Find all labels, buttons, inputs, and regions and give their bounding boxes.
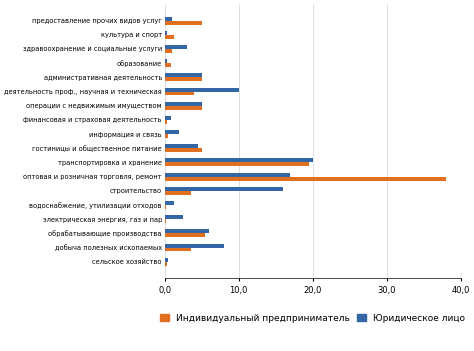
Bar [164,173,291,177]
Bar [164,163,309,166]
Bar [164,187,283,191]
Bar [164,191,191,195]
Bar [164,130,180,134]
Bar [164,247,191,252]
Bar [164,92,194,95]
Bar [164,244,224,247]
Legend: Индивидуальный предприниматель, Юридическое лицо: Индивидуальный предприниматель, Юридичес… [160,314,465,323]
Bar [164,116,171,120]
Bar [164,229,209,233]
Bar [164,16,172,21]
Bar [164,258,168,262]
Bar [164,73,202,77]
Bar [164,201,173,205]
Bar [164,120,167,124]
Bar [164,63,171,67]
Bar [164,219,166,223]
Bar [164,59,167,63]
Bar [164,35,173,39]
Bar [164,77,202,81]
Bar [164,102,202,106]
Bar [164,158,313,163]
Bar [164,87,239,92]
Bar [164,106,202,110]
Bar [164,31,167,35]
Bar [164,45,187,49]
Bar [164,233,205,237]
Bar [164,205,166,209]
Bar [164,134,168,138]
Bar [164,177,446,180]
Bar [164,215,183,219]
Bar [164,148,202,152]
Bar [164,49,172,53]
Bar [164,262,167,266]
Bar [164,21,202,25]
Bar [164,144,198,148]
